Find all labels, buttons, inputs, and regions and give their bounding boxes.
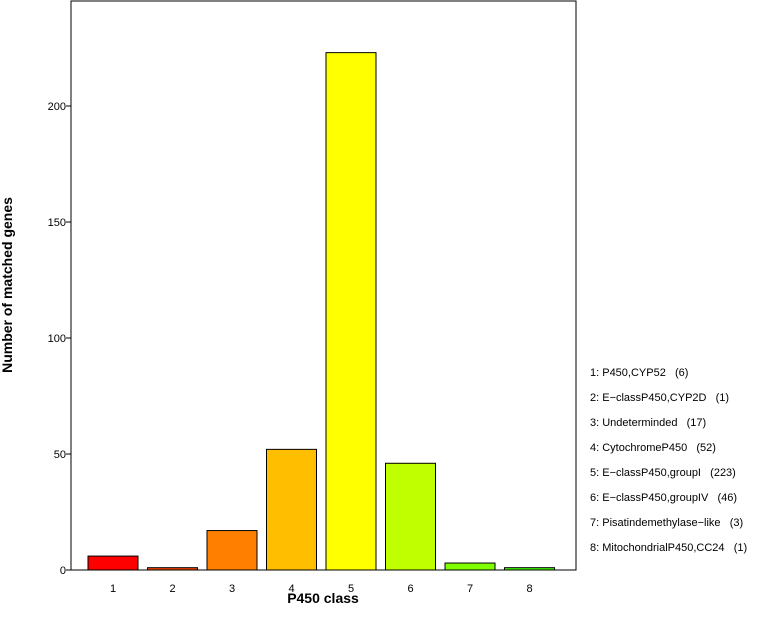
bar-2	[147, 567, 198, 571]
legend-item-7: 7: Pisatindemethylase−like (3)	[590, 517, 744, 529]
bar-8	[504, 567, 555, 571]
x-tick-label-4: 4	[288, 583, 294, 595]
x-tick-label-1: 1	[110, 583, 116, 595]
legend-item-3: 3: Undeterminded (17)	[590, 417, 707, 429]
x-tick-label-2: 2	[169, 583, 175, 595]
legend-item-8: 8: MitochondrialP450,CC24 (1)	[590, 542, 748, 554]
bar-5	[325, 52, 377, 571]
y-tick-label-0: 0	[60, 565, 66, 577]
bars-group	[87, 52, 555, 571]
plot-frame	[70, 0, 577, 571]
x-axis-title: P450 class	[287, 590, 359, 606]
x-axis: 1 2 3 4 5 6 7 8	[110, 583, 533, 595]
y-tick-label-150: 150	[48, 217, 66, 229]
x-tick-label-7: 7	[467, 583, 473, 595]
y-tick-label-200: 200	[48, 101, 66, 113]
x-tick-label-3: 3	[229, 583, 235, 595]
y-tick-label-100: 100	[48, 333, 66, 345]
bar-7	[444, 562, 496, 571]
legend-item-1: 1: P450,CYP52 (6)	[590, 367, 689, 379]
legend: 1: P450,CYP52 (6) 2: E−classP450,CYP2D (…	[590, 361, 775, 561]
y-axis-title: Number of matched genes	[0, 197, 15, 373]
bar-1	[87, 555, 139, 571]
legend-item-6: 6: E−classP450,groupIV (46)	[590, 492, 738, 504]
bar-4	[266, 448, 317, 571]
legend-item-5: 5: E−classP450,groupI (223)	[590, 467, 736, 479]
y-axis: 0 50 100 150 200	[48, 101, 71, 577]
y-tick-label-50: 50	[54, 449, 66, 461]
x-tick-label-6: 6	[407, 583, 413, 595]
x-tick-label-8: 8	[526, 583, 532, 595]
legend-item-4: 4: CytochromeP450 (52)	[590, 442, 716, 454]
x-tick-label-5: 5	[348, 583, 354, 595]
legend-item-2: 2: E−classP450,CYP2D (1)	[590, 392, 730, 404]
bar-6	[385, 462, 436, 571]
bar-3	[206, 530, 258, 571]
